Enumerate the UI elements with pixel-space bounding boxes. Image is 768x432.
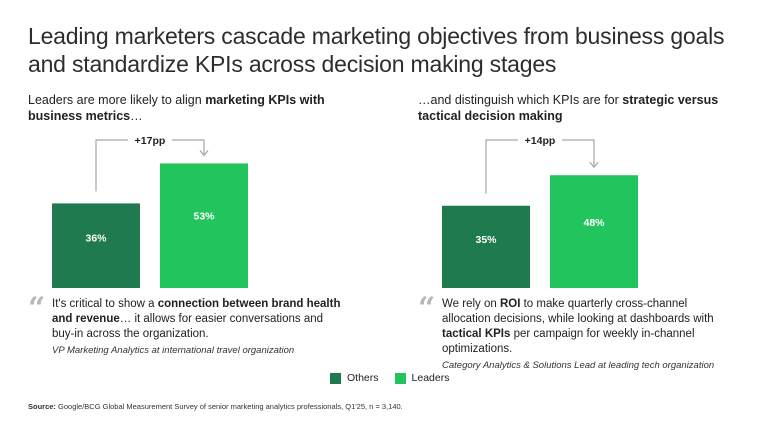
left-quote-pre: It's critical to show a bbox=[52, 298, 158, 310]
left-quote: “ It's critical to show a connection bet… bbox=[28, 291, 348, 358]
bar-value-label: 36% bbox=[85, 232, 107, 244]
source-note: Source: Google/BCG Global Measurement Su… bbox=[28, 402, 403, 411]
left-panel: Leaders are more likely to align marketi… bbox=[28, 92, 348, 356]
left-subtitle-bold: marketing KPIs with business metrics bbox=[28, 93, 325, 123]
right-quote: “ We rely on ROI to make quarterly cross… bbox=[418, 291, 738, 373]
bar-leaders bbox=[160, 163, 248, 288]
bar-others bbox=[52, 203, 140, 288]
right-quote-text: We rely on ROI to make quarterly cross-c… bbox=[442, 297, 738, 357]
legend-item-others: Others bbox=[330, 372, 379, 384]
left-quote-text: It's critical to show a connection betwe… bbox=[52, 297, 348, 342]
legend-label-others: Others bbox=[347, 372, 379, 384]
right-quote-attribution: Category Analytics & Solutions Lead at l… bbox=[442, 360, 715, 371]
page-title: Leading marketers cascade marketing obje… bbox=[28, 23, 725, 77]
left-quote-attribution: VP Marketing Analytics at international … bbox=[52, 345, 295, 356]
left-bar-chart: 36% 53% +17pp bbox=[52, 133, 248, 288]
bar-others bbox=[442, 205, 530, 288]
left-subtitle: Leaders are more likely to align marketi… bbox=[28, 92, 348, 124]
right-quote-bold2: tactical KPIs bbox=[442, 328, 511, 340]
bar-leaders bbox=[550, 175, 638, 288]
right-bar-chart: 35% 48% +14pp bbox=[442, 133, 638, 288]
bar-value-label: 53% bbox=[193, 210, 215, 222]
right-quote-pre: We rely on bbox=[442, 298, 500, 310]
right-subtitle-bold: strategic versus tactical decision makin… bbox=[418, 93, 719, 123]
arrow-down-icon bbox=[589, 161, 599, 169]
bar-value-label: 35% bbox=[475, 234, 497, 246]
right-subtitle-pre: …and distinguish which KPIs are for bbox=[418, 93, 623, 107]
quote-mark-icon: “ bbox=[28, 291, 46, 326]
difference-label: +17pp bbox=[135, 135, 166, 147]
left-subtitle-pre: Leaders are more likely to align bbox=[28, 93, 206, 107]
left-quote-post: … it allows for easier conversations and… bbox=[52, 313, 324, 340]
right-quote-post: per campaign for weekly in-channel optim… bbox=[442, 328, 695, 355]
source-label: Source: bbox=[28, 402, 56, 411]
legend-label-leaders: Leaders bbox=[411, 372, 450, 384]
difference-label: +14pp bbox=[525, 135, 556, 147]
difference-label-bg bbox=[518, 133, 562, 147]
legend-item-leaders: Leaders bbox=[394, 372, 450, 384]
legend-swatch-others bbox=[330, 372, 341, 384]
right-quote-bold: ROI bbox=[499, 298, 521, 310]
quote-mark-icon: “ bbox=[418, 291, 436, 326]
right-panel: …and distinguish which KPIs are for stra… bbox=[418, 92, 738, 371]
left-quote-bold: connection between brand health and reve… bbox=[52, 298, 341, 325]
source-text: Google/BCG Global Measurement Survey of … bbox=[55, 402, 403, 411]
chart-legend: Others Leaders bbox=[330, 372, 449, 384]
right-subtitle: …and distinguish which KPIs are for stra… bbox=[418, 92, 738, 124]
arrow-down-icon bbox=[199, 150, 209, 157]
legend-swatch-leaders bbox=[394, 372, 406, 384]
right-quote-mid: to make quarterly cross-channel allocati… bbox=[442, 298, 714, 325]
difference-label-bg bbox=[128, 133, 172, 147]
left-subtitle-post: … bbox=[130, 109, 143, 123]
bar-value-label: 48% bbox=[583, 217, 605, 229]
